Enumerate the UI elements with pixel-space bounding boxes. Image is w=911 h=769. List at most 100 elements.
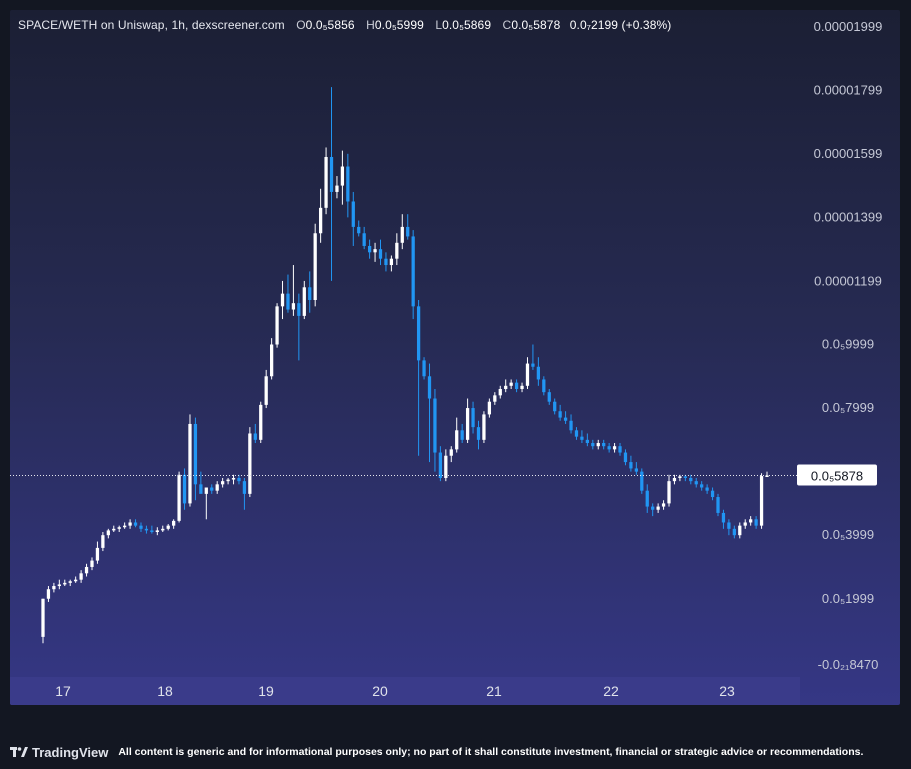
candle-body [204, 487, 208, 494]
candle-body [765, 475, 769, 477]
high-label: H [366, 18, 375, 32]
candle-body [531, 363, 535, 367]
high-value: 0.0₅5999 [374, 18, 424, 32]
candle-body [79, 573, 83, 580]
candle-body [547, 392, 551, 402]
candle-body [438, 452, 443, 478]
candle-body [683, 476, 687, 478]
candle-body [188, 423, 192, 504]
candle-body [346, 166, 350, 202]
candle-body [389, 258, 394, 266]
candle-body [520, 385, 524, 389]
candle-body [46, 589, 51, 599]
candle-body [705, 487, 709, 491]
candle-body [563, 417, 568, 421]
open-value: 0.0₅5856 [305, 18, 355, 32]
x-tick-label: 22 [603, 683, 619, 699]
chart-area[interactable]: 0.00001999 0.00001799 0.00001599 0.00001399… [10, 10, 900, 705]
low-value: 0.0₅5869 [442, 18, 492, 32]
candle-body [313, 233, 317, 301]
candle-body [618, 446, 622, 453]
candle-body [553, 401, 557, 412]
price-tag-label: 0.0₅5878 [811, 468, 863, 483]
y-tick-label: 0.00001399 [814, 210, 883, 225]
footer: TradingView All content is generic and f… [10, 738, 900, 766]
candle-body [226, 479, 230, 482]
candle-body [738, 525, 742, 536]
candlestick-chart[interactable]: 0.00001999 0.00001799 0.00001599 0.00001399… [10, 10, 900, 705]
change-value: 0.0₇2199 (+0.38%) [569, 18, 672, 32]
candle-body [275, 306, 279, 345]
candle-body [749, 519, 753, 523]
x-tick-label: 17 [55, 683, 71, 699]
candle-body [161, 528, 165, 531]
candle-body [433, 398, 437, 453]
candle-body [476, 427, 481, 440]
candle-body [759, 476, 764, 526]
candle-body [449, 449, 453, 456]
y-tick-label: 0.00001799 [814, 83, 883, 98]
candle-body [651, 506, 655, 510]
x-axis-band [10, 677, 800, 705]
candle-body [732, 528, 736, 536]
candle-body [427, 376, 432, 399]
candle-body [133, 522, 138, 526]
candle-body [95, 547, 100, 561]
candle-body [68, 581, 72, 583]
candle-body [721, 512, 726, 523]
candle-body [558, 411, 562, 418]
candle-body [629, 462, 633, 469]
candle-body [351, 201, 355, 227]
candle-body [41, 598, 45, 637]
candle-body [139, 525, 143, 529]
candle-body [199, 484, 203, 494]
y-tick-label: 0.0₅9999 [822, 337, 874, 352]
candle-body [585, 439, 589, 444]
candle-body [57, 584, 61, 587]
tradingview-logo[interactable]: TradingView [10, 745, 108, 760]
candle-body [710, 490, 715, 498]
candle-body [623, 452, 628, 463]
candle-body [112, 528, 116, 531]
candle-body [237, 477, 241, 482]
x-tick-label: 18 [157, 683, 173, 699]
candle-body [455, 430, 459, 450]
candle-body [166, 525, 170, 529]
candle-body [357, 226, 361, 234]
symbol-label: SPACE/WETH on Uniswap, 1h, dexscreener.c… [18, 18, 285, 32]
candle-body [302, 287, 306, 316]
candle-body [406, 226, 410, 237]
candle-body [645, 490, 649, 507]
chart-legend: SPACE/WETH on Uniswap, 1h, dexscreener.c… [18, 18, 671, 32]
candle-body [498, 388, 502, 396]
x-tick-label: 20 [372, 683, 388, 699]
candle-body [444, 455, 448, 478]
candle-body [689, 477, 693, 482]
candle-body [248, 433, 252, 494]
close-label: C [502, 18, 512, 32]
candle-body [694, 481, 698, 485]
x-tick-label: 21 [486, 683, 502, 699]
y-tick-label: 0.0₅3999 [822, 527, 874, 542]
candle-body [700, 484, 704, 488]
candle-body [411, 236, 415, 307]
candle-body [74, 579, 78, 582]
candle-body [172, 520, 176, 526]
candle-body [373, 249, 377, 253]
candle-body [52, 586, 56, 590]
candle-body [297, 303, 301, 316]
low-label: L [435, 18, 443, 32]
x-tick-label: 23 [719, 683, 735, 699]
candle-body [607, 446, 611, 450]
candle-body [324, 156, 328, 208]
y-tick-label: 0.0₅1999 [822, 591, 874, 606]
candle-body [580, 436, 584, 440]
candle-body [471, 408, 475, 428]
y-tick-label: 0.00001199 [814, 273, 882, 288]
candle-body [264, 376, 268, 405]
brand-label: TradingView [32, 744, 109, 760]
candle-body [340, 166, 345, 186]
tradingview-icon [10, 747, 28, 757]
y-tick-label: 0.00001599 [814, 146, 883, 161]
candle-body [416, 306, 421, 361]
